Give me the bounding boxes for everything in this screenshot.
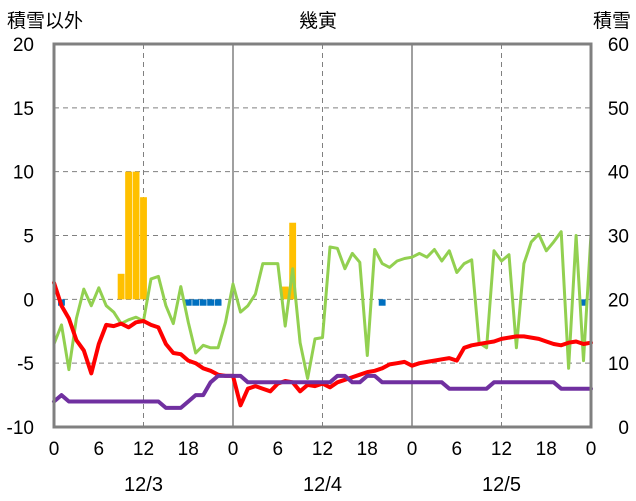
y-right-tick: 60 bbox=[608, 35, 629, 56]
date-label: 12/5 bbox=[482, 474, 521, 496]
y-left-tick: 10 bbox=[13, 163, 34, 184]
negative-bar bbox=[580, 299, 587, 306]
x-tick: 0 bbox=[49, 439, 60, 460]
y-right-tick: 40 bbox=[608, 163, 629, 184]
x-tick: 6 bbox=[451, 439, 462, 460]
y-left-tick: -5 bbox=[17, 354, 34, 375]
x-tick: 12 bbox=[312, 439, 333, 460]
y-left-tick: 5 bbox=[23, 227, 34, 248]
y-right-tick: 50 bbox=[608, 99, 629, 120]
y-right-tick: 30 bbox=[608, 227, 629, 248]
precip-bar bbox=[281, 286, 289, 300]
chart-title: 幾寅 bbox=[299, 10, 337, 32]
date-label: 12/4 bbox=[303, 474, 342, 496]
y-left-tick: -10 bbox=[7, 418, 34, 439]
y-right-tick: 20 bbox=[608, 290, 629, 311]
negative-bar bbox=[378, 299, 386, 306]
precip-bars bbox=[117, 171, 297, 300]
precip-bar bbox=[289, 222, 297, 300]
x-tick: 12 bbox=[133, 439, 154, 460]
axis-labels: 積雪以外 幾寅 積雪 bbox=[7, 10, 631, 32]
y-left-tick: 20 bbox=[13, 35, 34, 56]
y-right-tick: 0 bbox=[618, 418, 629, 439]
negative-bar bbox=[192, 299, 200, 306]
negative-bar bbox=[199, 299, 207, 306]
grid-lines bbox=[54, 44, 591, 427]
x-tick: 18 bbox=[536, 439, 557, 460]
x-tick: 0 bbox=[407, 439, 418, 460]
snow-depth-line bbox=[52, 373, 593, 410]
x-tick: 18 bbox=[178, 439, 199, 460]
x-tick: 6 bbox=[93, 439, 104, 460]
negative-bar bbox=[184, 299, 192, 306]
precip-bar bbox=[125, 171, 133, 300]
x-tick: 12 bbox=[491, 439, 512, 460]
y-right-tick: 10 bbox=[608, 354, 629, 375]
x-tick: 6 bbox=[272, 439, 283, 460]
y-left-title: 積雪以外 bbox=[7, 10, 83, 32]
x-tick: 18 bbox=[357, 439, 378, 460]
plot-frame bbox=[52, 42, 593, 429]
x-tick: 0 bbox=[586, 439, 597, 460]
series-lines bbox=[52, 230, 593, 410]
precip-bar bbox=[132, 171, 140, 300]
negative-bar bbox=[214, 299, 222, 306]
date-label: 12/3 bbox=[124, 474, 163, 496]
y-left-tick: 0 bbox=[23, 290, 34, 311]
y-left-tick: 15 bbox=[13, 99, 34, 120]
precip-bar bbox=[117, 273, 125, 300]
y-right-title: 積雪 bbox=[593, 10, 631, 32]
negative-bar bbox=[207, 299, 215, 306]
precip-bar bbox=[140, 197, 147, 300]
x-tick: 0 bbox=[228, 439, 239, 460]
plot-border bbox=[52, 42, 593, 429]
